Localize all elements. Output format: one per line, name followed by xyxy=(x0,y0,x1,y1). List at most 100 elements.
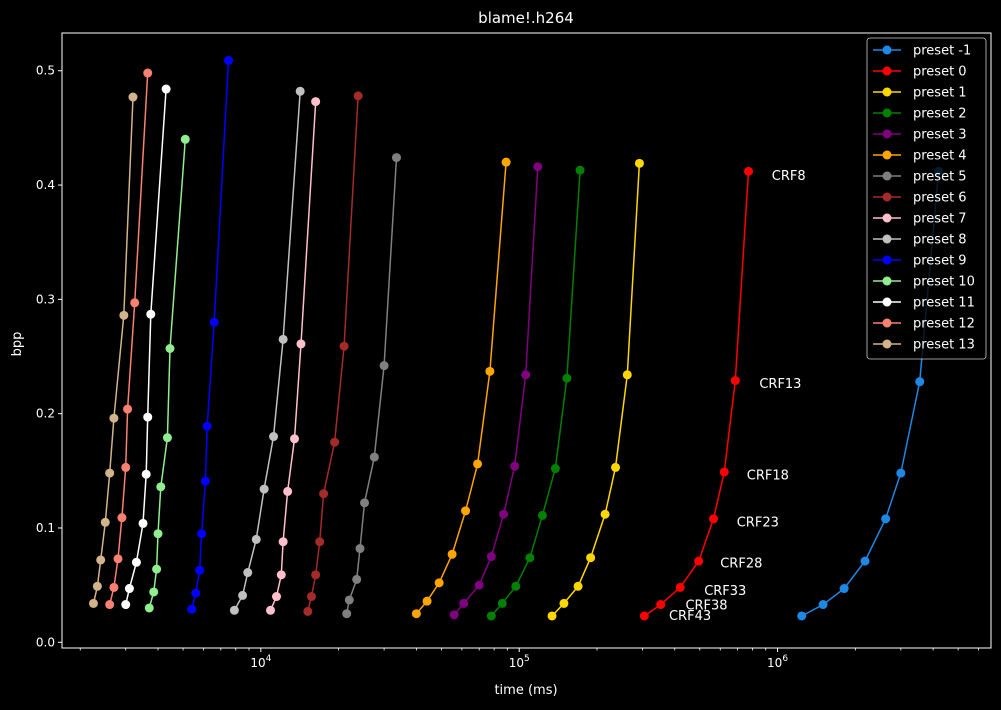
data-point xyxy=(881,514,891,524)
x-tick-label: 105 xyxy=(509,654,530,670)
series-preset-9 xyxy=(187,55,234,614)
data-point xyxy=(117,513,127,523)
crf-annotation: CRF28 xyxy=(720,556,762,571)
data-point xyxy=(143,412,153,422)
legend-item: preset 1 xyxy=(873,86,967,101)
data-point xyxy=(152,564,162,574)
data-point xyxy=(634,158,644,168)
data-point xyxy=(153,529,163,539)
y-tick-label: 0.3 xyxy=(36,292,55,306)
legend-label: preset 12 xyxy=(913,317,975,332)
legend-label: preset 7 xyxy=(913,212,967,227)
data-point xyxy=(278,334,288,344)
legend-item: preset 10 xyxy=(873,275,975,290)
data-point xyxy=(474,580,484,590)
data-point xyxy=(290,434,300,444)
y-tick-label: 0.5 xyxy=(36,64,55,78)
data-point xyxy=(573,581,583,591)
crf-annotation: CRF13 xyxy=(759,377,801,392)
legend-label: preset 3 xyxy=(913,128,967,143)
legend-box xyxy=(866,37,987,360)
plot-frame xyxy=(61,32,992,649)
data-point xyxy=(180,134,190,144)
legend-marker xyxy=(882,192,892,202)
y-axis-label: bpp xyxy=(10,332,25,357)
legend-label: preset 6 xyxy=(913,191,967,206)
data-point xyxy=(105,468,115,478)
data-point xyxy=(311,97,321,107)
series-preset-6 xyxy=(303,91,363,616)
legend-marker xyxy=(882,150,892,160)
legend: preset -1 preset 0 preset 1 preset 2 preset … xyxy=(866,37,987,360)
series-preset-5 xyxy=(342,153,401,619)
y-tick-label: 0.1 xyxy=(36,521,55,535)
data-point xyxy=(360,498,370,508)
series-preset-10 xyxy=(144,134,190,613)
y-tick-label: 0.0 xyxy=(36,635,55,649)
data-point xyxy=(559,598,569,608)
data-point xyxy=(121,462,131,472)
legend-label: preset 2 xyxy=(913,107,967,122)
legend-marker xyxy=(882,276,892,286)
data-point xyxy=(586,553,596,563)
x-tick-label-base: 10 xyxy=(509,656,524,670)
data-point xyxy=(434,578,444,588)
data-point xyxy=(119,310,129,320)
data-point xyxy=(269,432,279,442)
x-axis-label: time (ms) xyxy=(494,683,557,698)
data-point xyxy=(100,517,110,527)
data-point xyxy=(96,555,106,565)
data-point xyxy=(229,605,239,615)
data-point xyxy=(131,557,141,567)
data-point xyxy=(547,611,557,621)
data-point xyxy=(675,582,685,592)
data-point xyxy=(283,486,293,496)
legend-marker xyxy=(882,339,892,349)
series-line xyxy=(108,72,149,605)
data-point xyxy=(259,484,269,494)
data-point xyxy=(265,605,275,615)
legend-label: preset 1 xyxy=(913,86,967,101)
series-layer xyxy=(88,55,944,621)
data-point xyxy=(311,570,321,580)
legend-label: preset 0 xyxy=(913,65,967,80)
legend-item: preset 11 xyxy=(873,296,975,311)
data-point xyxy=(105,600,115,610)
data-point xyxy=(146,309,156,319)
data-point xyxy=(422,596,432,606)
x-tick-label-base: 10 xyxy=(767,656,782,670)
data-point xyxy=(622,370,632,380)
data-point xyxy=(315,537,325,547)
data-point xyxy=(533,162,543,172)
data-point xyxy=(611,462,621,472)
legend-item: preset -1 xyxy=(873,44,971,59)
data-point xyxy=(251,534,261,544)
series-preset-13 xyxy=(88,92,138,608)
data-point xyxy=(562,373,572,383)
legend-item: preset 8 xyxy=(873,233,967,248)
data-point xyxy=(501,157,511,167)
data-point xyxy=(161,84,171,94)
y-tick-label: 0.2 xyxy=(36,407,55,421)
data-point xyxy=(709,514,719,524)
data-point xyxy=(138,518,148,528)
series-preset-7 xyxy=(265,97,321,615)
data-point xyxy=(860,556,870,566)
data-point xyxy=(719,467,729,477)
legend-item: preset 3 xyxy=(873,128,967,143)
data-point xyxy=(123,404,133,414)
data-point xyxy=(818,600,828,610)
data-point xyxy=(352,574,362,584)
data-point xyxy=(197,529,207,539)
data-point xyxy=(330,437,340,447)
legend-item: preset 4 xyxy=(873,149,967,164)
data-point xyxy=(391,153,401,163)
data-point xyxy=(121,600,131,610)
data-point xyxy=(656,600,666,610)
data-point xyxy=(915,377,925,387)
data-point xyxy=(510,461,520,471)
data-point xyxy=(575,165,585,175)
legend-marker xyxy=(882,318,892,328)
